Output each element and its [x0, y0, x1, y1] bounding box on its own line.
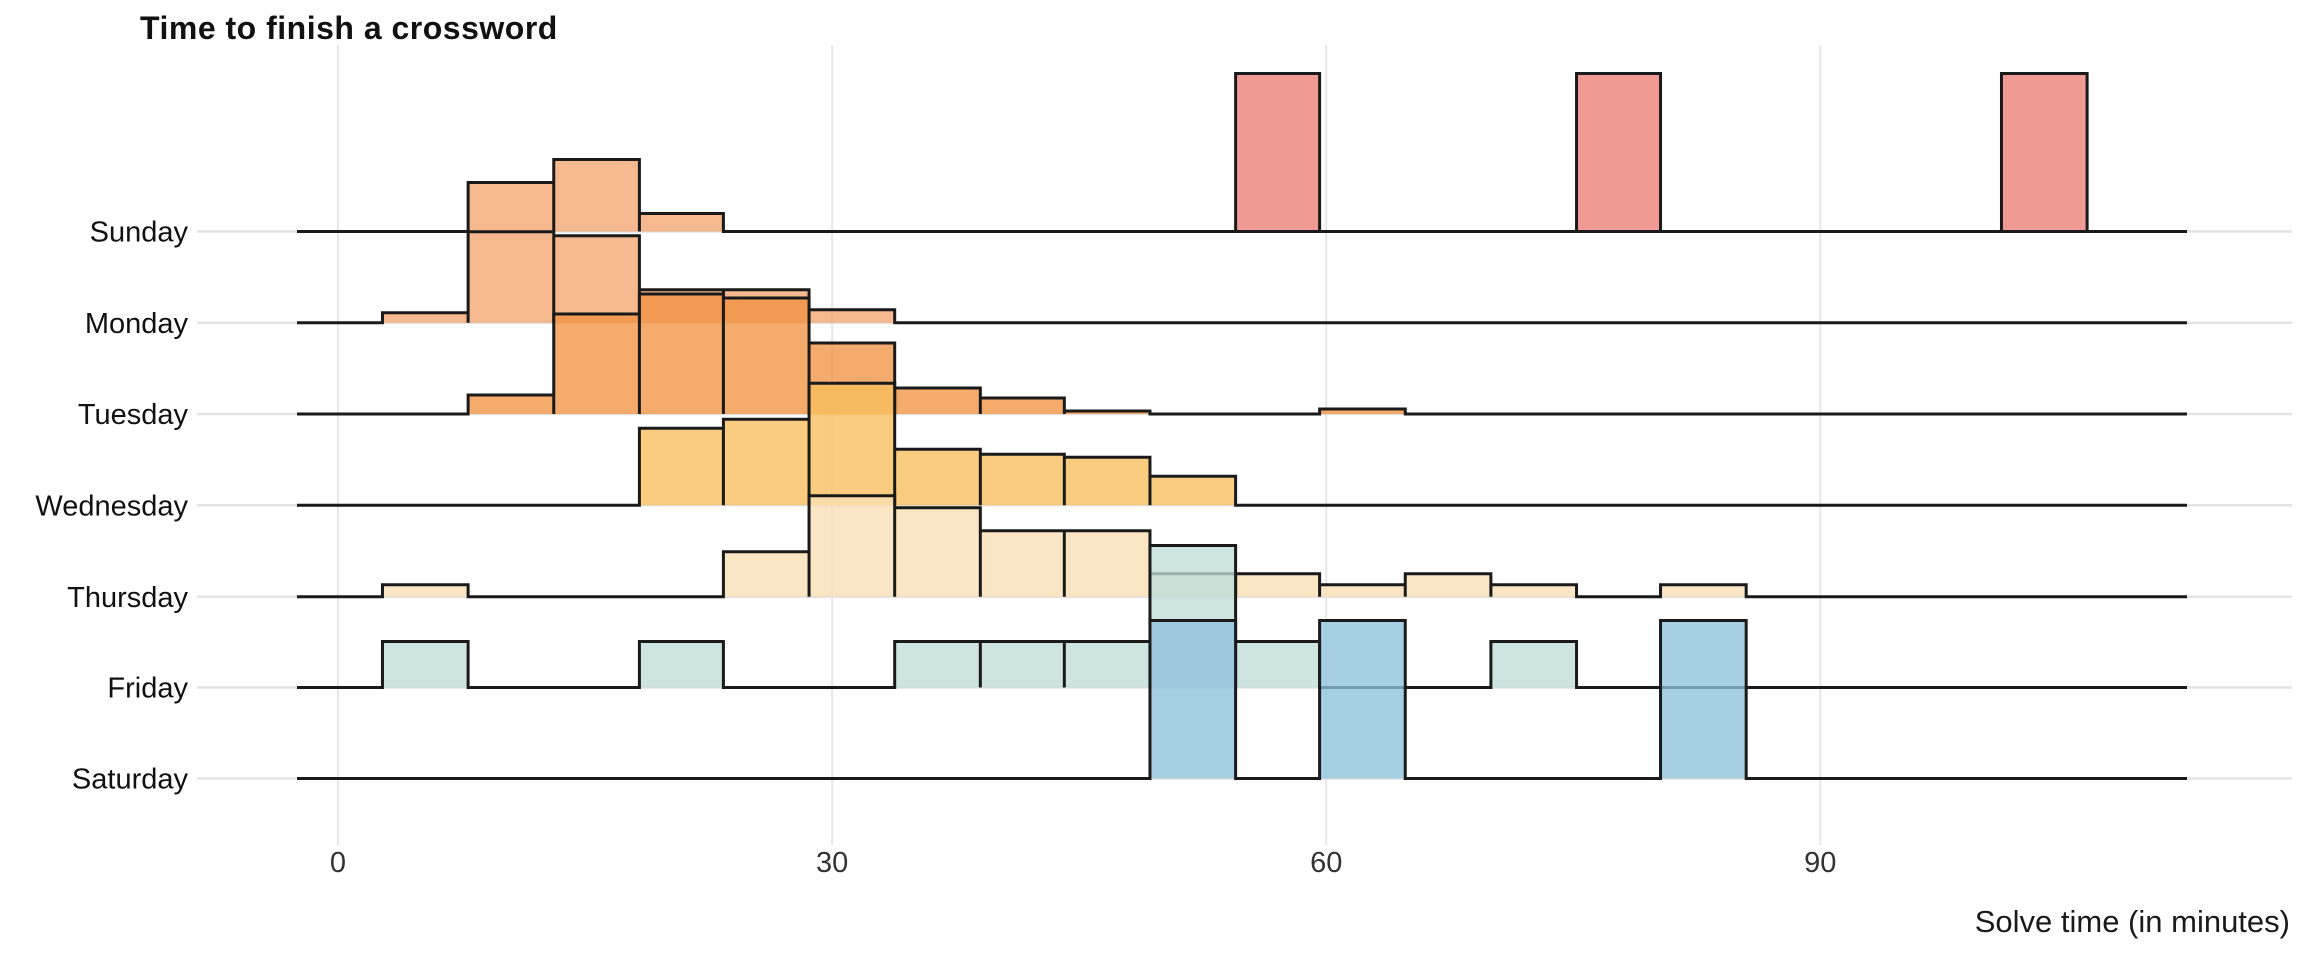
x-tick-label-60: 60 [1310, 847, 1342, 879]
day-label-friday: Friday [107, 673, 188, 705]
ridge-saturday [297, 619, 2187, 780]
x-axis-title: Solve time (in minutes) [1974, 904, 2290, 939]
outlier-bar-sunday-2 [1575, 72, 1663, 233]
day-label-thursday: Thursday [67, 582, 188, 614]
ridge-wednesday [297, 381, 2187, 507]
day-label-saturday: Saturday [72, 764, 189, 796]
x-tick-label-30: 30 [816, 847, 848, 879]
ridge-thursday [297, 494, 2187, 599]
outlier-bar-sunday-3 [1999, 72, 2089, 233]
x-tick-label-0: 0 [330, 847, 346, 879]
x-tick-label-90: 90 [1804, 847, 1836, 879]
day-label-sunday: Sunday [90, 217, 189, 249]
day-label-monday: Monday [85, 308, 189, 340]
day-label-wednesday: Wednesday [35, 490, 188, 522]
ridge-monday [297, 230, 2187, 325]
ridge-sunday [297, 158, 2187, 233]
ridge-friday [297, 544, 2187, 689]
outlier-bar-sunday-1 [1234, 72, 1322, 233]
day-label-tuesday: Tuesday [78, 399, 189, 431]
chart-title: Time to finish a crossword [140, 10, 558, 46]
ridge-tuesday [297, 292, 2187, 416]
